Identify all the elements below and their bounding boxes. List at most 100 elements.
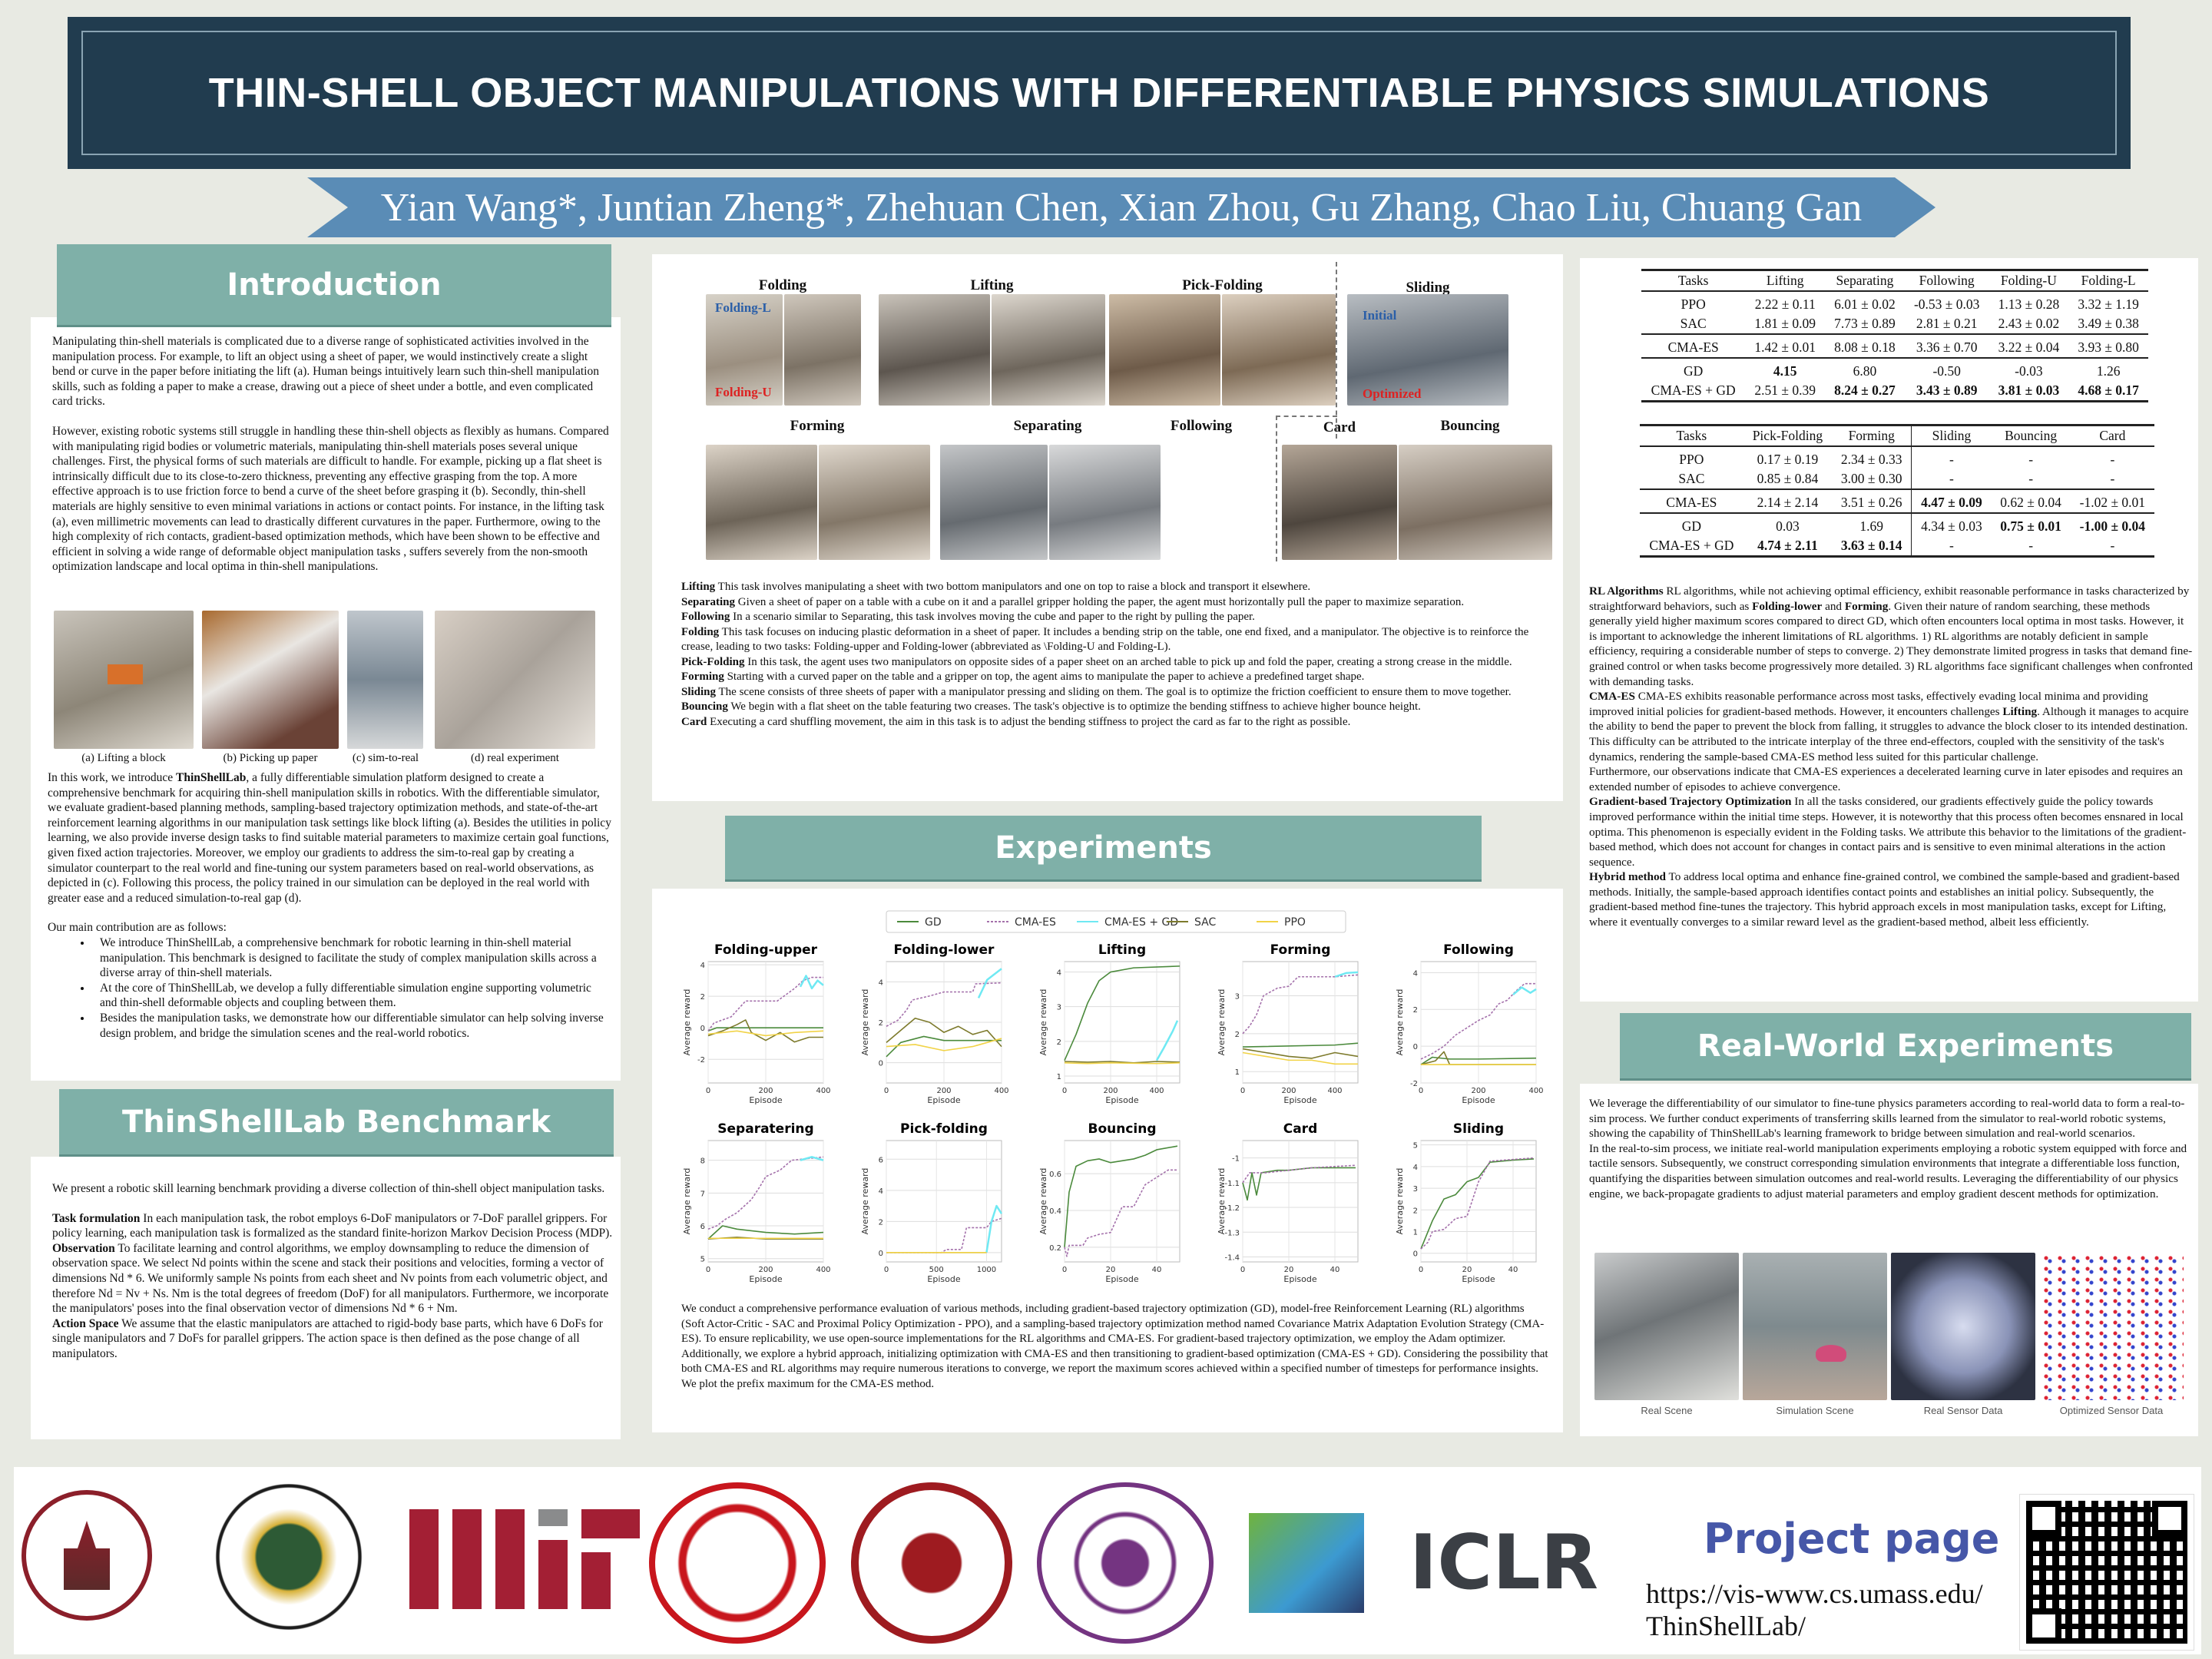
score-cell: 4.47 ± 0.09 — [1921, 495, 1982, 510]
score-cell: 0.75 ± 0.01 — [2000, 518, 2061, 534]
score-cell: 7.73 ± 0.89 — [1834, 316, 1896, 331]
analysis-paragraph: RL Algorithms RL algorithms, while not a… — [1589, 584, 2193, 689]
emphasis: Lifting — [2002, 704, 2038, 718]
pku-logo — [851, 1482, 1012, 1644]
definition: In each manipulation task, the robot emp… — [52, 1211, 613, 1240]
qr-code[interactable] — [2019, 1494, 2194, 1651]
task-label-bouncing: Bouncing — [1440, 418, 1500, 434]
task-image-separating — [940, 445, 1048, 560]
task-image-separating — [1049, 445, 1161, 560]
chart-title: Folding-upper — [714, 942, 818, 958]
column-header: Lifting — [1766, 273, 1804, 288]
legend-label: SAC — [1194, 916, 1216, 929]
benchmark-observation: Observation To facilitate learning and c… — [52, 1241, 613, 1316]
score-cell: 4.74 ± 2.11 — [1757, 538, 1818, 553]
chart-title: Card — [1283, 1121, 1318, 1137]
project-url-line-2[interactable]: ThinShellLab/ — [1646, 1611, 1806, 1641]
series-line-ppo — [886, 1038, 1002, 1051]
task-desc-forming: Forming Starting with a curved paper on … — [681, 670, 1549, 685]
y-axis-label: Average reward — [1395, 1168, 1405, 1235]
series-line-gd — [1064, 965, 1181, 1061]
table-row: CMA-ES + GD 4.74 ± 2.11 3.63 ± 0.14 - - - — [1640, 536, 2154, 557]
score-cell: 6.01 ± 0.02 — [1834, 296, 1896, 312]
definition: To facilitate learning and control algor… — [52, 1241, 609, 1316]
series-line-cma-es — [1064, 1169, 1177, 1257]
score-cell: 4.68 ± 0.17 — [2078, 382, 2139, 398]
caption-a: (a) Lifting a block — [81, 752, 166, 764]
picking-paper-photo — [202, 611, 339, 749]
definition: The scene consists of three sheets of pa… — [716, 685, 1512, 698]
contribution-lead: Our main contribution are as follows: — [48, 921, 227, 935]
score-cell: 0.17 ± 0.19 — [1757, 452, 1819, 467]
project-url[interactable]: https://vis-www.cs.umass.edu/ ThinShellL… — [1646, 1578, 1983, 1642]
series-line-cma-es-gd — [977, 968, 1002, 998]
y-axis-label: Average reward — [1217, 1168, 1227, 1235]
score-cell: 3.81 ± 0.03 — [1998, 382, 2060, 398]
score-cell: 2.34 ± 0.33 — [1832, 446, 1912, 469]
score-cell: 3.43 ± 0.89 — [1916, 382, 1978, 398]
task-descriptions: Lifting This task involves manipulating … — [681, 580, 1549, 730]
legend-box — [886, 910, 1346, 933]
column-header: Tasks — [1677, 273, 1709, 288]
definition: This task involves manipulating a sheet … — [715, 581, 1311, 593]
definition: In a scenario similar to Separating, thi… — [730, 611, 1255, 623]
method-cell: CMA-ES — [1666, 495, 1717, 510]
y-axis-label: Average reward — [1395, 989, 1405, 1056]
series-line-gd — [1242, 1042, 1359, 1048]
project-url-line-1[interactable]: https://vis-www.cs.umass.edu/ — [1646, 1578, 1983, 1609]
x-tick-label: 200 — [758, 1266, 773, 1274]
caption-d: (d) real experiment — [471, 752, 559, 764]
task-image-lifting — [992, 294, 1105, 406]
series-line-gd — [707, 1027, 823, 1032]
score-cell: 0.85 ± 0.84 — [1757, 471, 1819, 486]
x-axis-label: Episode — [1283, 1274, 1316, 1284]
series-line-sac — [707, 1019, 823, 1043]
table-row: CMA-ES 1.42 ± 0.01 8.08 ± 0.18 3.36 ± 0.70 3… — [1641, 334, 2148, 358]
x-tick-label: 200 — [758, 1087, 773, 1095]
series-line-cma-es-gd — [799, 975, 824, 990]
score-cell: 2.51 ± 0.39 — [1754, 382, 1816, 398]
column-header: Bouncing — [2005, 428, 2058, 443]
y-axis-label: Average reward — [860, 1168, 870, 1235]
score-cell: 1.26 — [2096, 363, 2121, 379]
x-tick-label: 400 — [1327, 1087, 1342, 1095]
mit-logo — [409, 1509, 640, 1609]
y-tick-label: 5 — [700, 1256, 705, 1264]
method-cell: SAC — [1680, 316, 1707, 331]
project-page-label: Project page — [1704, 1515, 2000, 1563]
task-label-card: Card — [1323, 419, 1356, 435]
score-cell: 3.63 ± 0.14 — [1832, 536, 1912, 557]
plot-area — [1242, 1140, 1359, 1263]
score-cell: 4.15 — [1773, 363, 1797, 379]
y-tick-label: 0 — [1413, 1250, 1418, 1259]
y-tick-label: 2 — [879, 1019, 883, 1028]
simulation-scene-image — [1743, 1253, 1887, 1400]
iclr-emblem-icon — [1249, 1513, 1364, 1613]
text: CMA-ES exhibits reasonable performance a… — [1589, 690, 2148, 718]
term: Task formulation — [52, 1211, 141, 1225]
y-axis-label: Average reward — [682, 1168, 692, 1235]
y-tick-label: 8 — [700, 1157, 705, 1166]
task-image-lifting — [879, 294, 990, 406]
term: CMA-ES — [1589, 690, 1635, 704]
term: Bouncing — [681, 700, 728, 713]
realworld-paragraph-2: In the real-to-sim process, we initiate … — [1589, 1141, 2187, 1200]
term: Forming — [681, 671, 724, 683]
series-line-ppo — [707, 1030, 824, 1037]
score-cell: 3.32 ± 1.19 — [2078, 296, 2139, 312]
series-line-cma-es — [1420, 1157, 1535, 1250]
task-desc-card: Card Executing a card shuffling movement… — [681, 715, 1549, 730]
x-tick-label: 0 — [1419, 1266, 1423, 1274]
x-tick-label: 0 — [706, 1266, 710, 1274]
x-tick-label: 0 — [1062, 1087, 1067, 1095]
score-cell: 1.42 ± 0.01 — [1754, 339, 1816, 355]
real-sensor-data-image — [1891, 1253, 2035, 1400]
text: and — [1822, 599, 1845, 613]
chart-title: Separatering — [717, 1121, 813, 1137]
text: . Although it manages to acquire the abi… — [1589, 704, 2189, 763]
caption-optimized-sensor-data: Optimized Sensor Data — [2059, 1405, 2164, 1416]
task-image-sliding — [1347, 294, 1508, 406]
x-tick-label: 0 — [1419, 1087, 1423, 1095]
series-line-cma-es-gd — [985, 1204, 1003, 1253]
contribution-item: At the core of ThinShellLab, we develop … — [92, 981, 611, 1011]
